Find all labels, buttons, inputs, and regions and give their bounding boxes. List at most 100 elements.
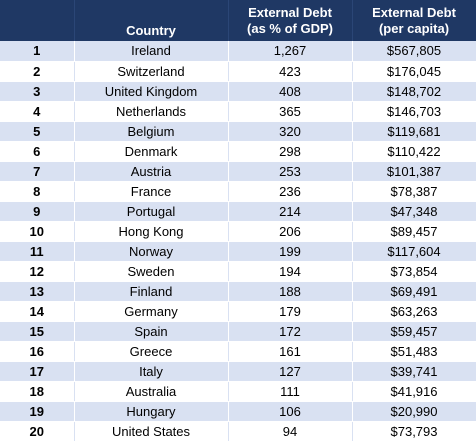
debt-gdp-cell: 236 [228,181,353,202]
rank-cell: 4 [0,101,75,122]
debt-capita-cell: $41,916 [352,381,476,402]
rank-cell: 11 [0,241,75,262]
rank-cell: 7 [0,161,75,182]
table-row: 11 Norway 199 $117,604 [0,241,476,262]
debt-capita-column-header: External Debt (per capita) [352,0,476,41]
country-column-header: Country [74,0,229,41]
debt-gdp-cell: 111 [228,381,353,402]
debt-capita-cell: $20,990 [352,401,476,422]
debt-capita-cell: $73,854 [352,261,476,282]
debt-capita-cell: $101,387 [352,161,476,182]
table-row: 10 Hong Kong 206 $89,457 [0,221,476,242]
country-cell: Ireland [74,41,229,62]
rank-cell: 5 [0,121,75,142]
debt-capita-cell: $567,805 [352,41,476,62]
debt-gdp-cell: 94 [228,421,353,442]
country-cell: France [74,181,229,202]
debt-gdp-cell: 179 [228,301,353,322]
debt-capita-cell: $47,348 [352,201,476,222]
debt-gdp-cell: 206 [228,221,353,242]
country-cell: Finland [74,281,229,302]
country-cell: Netherlands [74,101,229,122]
table-row: 15 Spain 172 $59,457 [0,321,476,342]
debt-capita-cell: $63,263 [352,301,476,322]
table-row: 6 Denmark 298 $110,422 [0,141,476,162]
table-body: 1 Ireland 1,267 $567,805 2 Switzerland 423 $176… [0,41,476,442]
rank-cell: 1 [0,41,75,62]
country-cell: Sweden [74,261,229,282]
debt-capita-cell: $73,793 [352,421,476,442]
table-row: 5 Belgium 320 $119,681 [0,121,476,142]
debt-capita-cell: $78,387 [352,181,476,202]
debt-gdp-cell: 365 [228,101,353,122]
country-cell: Norway [74,241,229,262]
country-cell: Denmark [74,141,229,162]
table-header: Country External Debt (as % of GDP) Exte… [0,0,476,41]
debt-gdp-cell: 199 [228,241,353,262]
rank-cell: 9 [0,201,75,222]
table-row: 20 United States 94 $73,793 [0,421,476,442]
debt-gdp-cell: 298 [228,141,353,162]
debt-gdp-cell: 172 [228,321,353,342]
table-row: 1 Ireland 1,267 $567,805 [0,41,476,62]
country-cell: Hungary [74,401,229,422]
debt-gdp-cell: 161 [228,341,353,362]
rank-cell: 8 [0,181,75,202]
country-cell: Germany [74,301,229,322]
rank-column-header [0,0,75,41]
rank-cell: 6 [0,141,75,162]
debt-capita-header-line1: External Debt [372,4,456,20]
debt-capita-cell: $119,681 [352,121,476,142]
debt-gdp-cell: 127 [228,361,353,382]
debt-capita-cell: $146,703 [352,101,476,122]
country-cell: United Kingdom [74,81,229,102]
table-row: 13 Finland 188 $69,491 [0,281,476,302]
debt-gdp-cell: 188 [228,281,353,302]
table-row: 19 Hungary 106 $20,990 [0,401,476,422]
debt-gdp-column-header: External Debt (as % of GDP) [228,0,353,41]
table-row: 16 Greece 161 $51,483 [0,341,476,362]
debt-gdp-cell: 320 [228,121,353,142]
debt-gdp-cell: 1,267 [228,41,353,62]
debt-capita-cell: $148,702 [352,81,476,102]
country-cell: Switzerland [74,61,229,82]
table-row: 18 Australia 111 $41,916 [0,381,476,402]
rank-cell: 3 [0,81,75,102]
debt-gdp-header-line1: External Debt [248,4,332,20]
country-cell: Hong Kong [74,221,229,242]
debt-gdp-cell: 408 [228,81,353,102]
debt-gdp-cell: 194 [228,261,353,282]
table-row: 7 Austria 253 $101,387 [0,161,476,182]
rank-cell: 19 [0,401,75,422]
rank-cell: 17 [0,361,75,382]
country-cell: Italy [74,361,229,382]
country-cell: Portugal [74,201,229,222]
debt-gdp-cell: 106 [228,401,353,422]
rank-cell: 10 [0,221,75,242]
country-cell: Australia [74,381,229,402]
debt-gdp-cell: 253 [228,161,353,182]
debt-capita-cell: $117,604 [352,241,476,262]
debt-capita-cell: $176,045 [352,61,476,82]
table-row: 14 Germany 179 $63,263 [0,301,476,322]
rank-cell: 20 [0,421,75,442]
header-row: Country External Debt (as % of GDP) Exte… [0,0,476,41]
table-row: 12 Sweden 194 $73,854 [0,261,476,282]
debt-capita-cell: $59,457 [352,321,476,342]
table-row: 17 Italy 127 $39,741 [0,361,476,382]
country-cell: Greece [74,341,229,362]
table-row: 8 France 236 $78,387 [0,181,476,202]
table-row: 3 United Kingdom 408 $148,702 [0,81,476,102]
rank-cell: 2 [0,61,75,82]
rank-cell: 15 [0,321,75,342]
debt-capita-cell: $69,491 [352,281,476,302]
debt-capita-cell: $39,741 [352,361,476,382]
table-row: 2 Switzerland 423 $176,045 [0,61,476,82]
debt-capita-cell: $51,483 [352,341,476,362]
rank-cell: 16 [0,341,75,362]
country-cell: Spain [74,321,229,342]
table-row: 9 Portugal 214 $47,348 [0,201,476,222]
debt-gdp-cell: 423 [228,61,353,82]
debt-capita-cell: $89,457 [352,221,476,242]
